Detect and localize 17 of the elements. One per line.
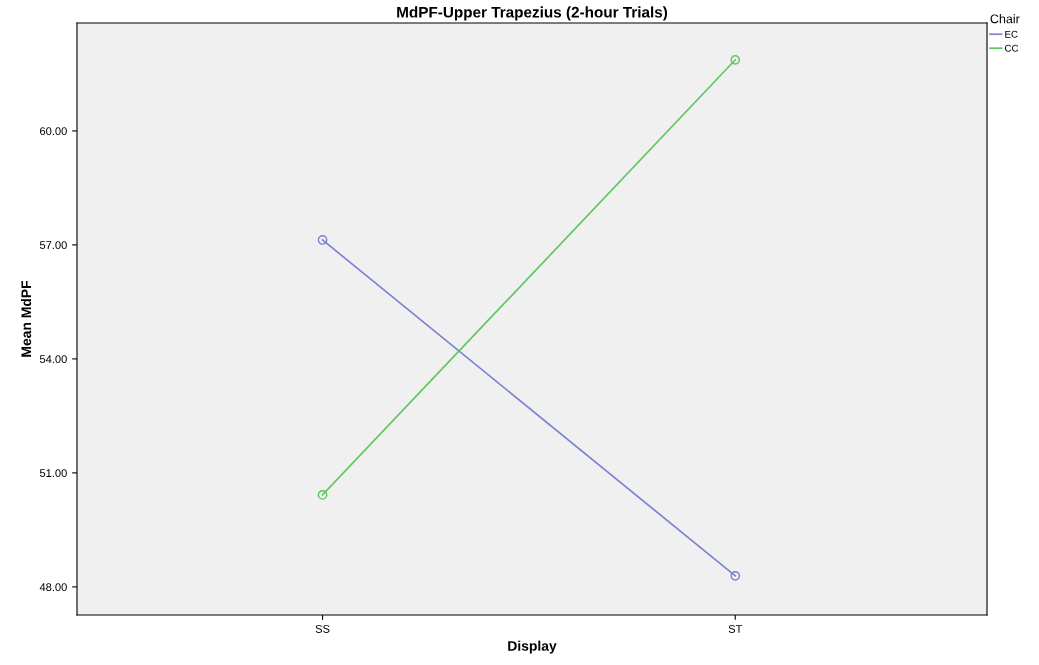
y-tick-label: 60.00 [40,127,67,136]
x-tick-label: SS [315,625,330,633]
point [317,235,328,245]
x-tick-label: ST [728,625,743,633]
point [730,54,741,65]
y-tick-label: 48.00 [39,583,67,592]
y-tick-label: 57.00 [39,241,67,250]
x-axis-title: Display [508,640,557,654]
y-tick-label: 51.00 [39,469,67,478]
y-tick-label: 54.00 [39,355,67,364]
y-axis-title: Mean MdPF [20,280,32,357]
legend-label: EC [1005,30,1018,38]
legend-label: CC [1004,44,1019,52]
legend-title: Chair [990,14,1020,24]
chart-title: MdPF-Upper Trapezius (2-hour Trials) [397,6,668,21]
point [730,571,741,581]
point [317,490,328,500]
